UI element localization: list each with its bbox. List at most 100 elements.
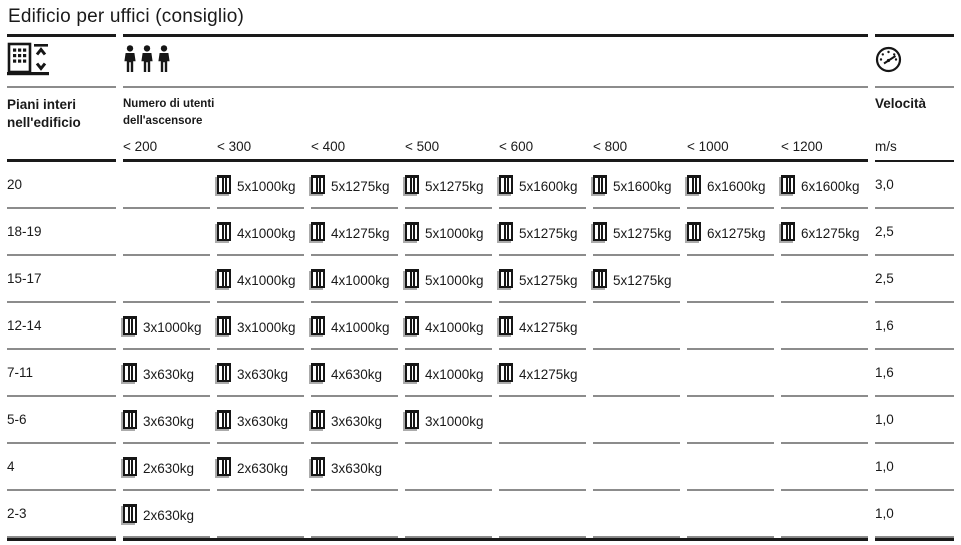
lift-config-label: 5x1275kg (519, 226, 578, 242)
elevator-icon (311, 222, 325, 242)
lift-config-cell (687, 397, 774, 445)
user-range-header: < 400 (311, 139, 346, 155)
elevator-icon (405, 222, 419, 242)
lift-config-label: 5x1000kg (425, 273, 484, 289)
elevator-icon (217, 316, 231, 336)
lift-config-cell: 4x1000kg (311, 256, 398, 304)
speed-value-cell: 1,0 (875, 491, 954, 539)
floors-range-cell: 18-19 (7, 209, 116, 257)
lift-config-cell: 5x1600kg (593, 162, 680, 210)
lift-config-label: 6x1275kg (801, 226, 860, 242)
lift-config-cell (781, 256, 868, 304)
floors-subheader-empty (7, 132, 116, 159)
lift-config-cell (687, 350, 774, 398)
lift-config-cell (593, 303, 680, 351)
lift-config-cell: 4x1000kg (217, 256, 304, 304)
speed-unit-header: m/s (875, 139, 897, 155)
elevator-icon (405, 410, 419, 430)
lift-config-label: 3x630kg (331, 414, 383, 430)
lift-config-label: 5x1600kg (519, 179, 578, 195)
users-column-header: Numero di utenti dell'ascensore (123, 98, 215, 127)
lift-config-label: 4x630kg (331, 367, 383, 383)
page-title: Edificio per uffici (consiglio) (8, 6, 245, 27)
lift-config-label: 4x1275kg (519, 320, 578, 336)
lift-config-cell (781, 303, 868, 351)
lift-config-cell: 6x1275kg (781, 209, 868, 257)
user-range-header: < 200 (123, 139, 158, 155)
lift-config-cell (687, 303, 774, 351)
elevator-icon (781, 222, 795, 242)
lift-config-cell (687, 256, 774, 304)
floors-range-cell: 4 (7, 444, 116, 492)
lift-config-label: 3x1000kg (143, 320, 202, 336)
lift-config-cell (499, 444, 586, 492)
elevator-icon (311, 363, 325, 383)
header-rule-row (7, 159, 954, 163)
elevator-icon (311, 457, 325, 477)
lift-config-cell (123, 209, 210, 257)
elevator-icon (217, 222, 231, 242)
elevator-icon (593, 175, 607, 195)
lift-config-cell (593, 491, 680, 539)
floors-range-cell: 2-3 (7, 491, 116, 539)
lift-config-label: 3x630kg (331, 461, 383, 477)
lift-config-cell: 5x1275kg (499, 256, 586, 304)
lift-config-label: 3x630kg (143, 414, 195, 430)
lift-config-label: 4x1000kg (425, 367, 484, 383)
elevator-icon (499, 175, 513, 195)
lift-config-cell (217, 491, 304, 539)
elevator-icon (123, 363, 137, 383)
lift-config-cell: 4x1275kg (499, 303, 586, 351)
user-range-header: < 1200 (781, 139, 823, 155)
lift-config-cell: 3x1000kg (217, 303, 304, 351)
elevator-icon (593, 269, 607, 289)
elevator-icon (217, 457, 231, 477)
lift-config-label: 3x1000kg (237, 320, 296, 336)
elevator-icon (593, 222, 607, 242)
elevator-icon (499, 316, 513, 336)
speed-value-cell: 1,6 (875, 303, 954, 351)
lift-config-label: 2x630kg (143, 461, 195, 477)
lift-config-cell: 5x1275kg (593, 209, 680, 257)
floors-range-cell: 5-6 (7, 397, 116, 445)
lift-config-cell: 5x1275kg (311, 162, 398, 210)
lift-config-cell: 5x1600kg (499, 162, 586, 210)
lift-config-cell (687, 444, 774, 492)
floors-range-cell: 15-17 (7, 256, 116, 304)
lift-config-cell: 3x630kg (311, 444, 398, 492)
speed-value-cell: 2,5 (875, 256, 954, 304)
elevator-icon (499, 363, 513, 383)
lift-config-cell: 6x1600kg (781, 162, 868, 210)
lift-config-label: 5x1275kg (519, 273, 578, 289)
elevator-recommendation-table: Piani interi nell'edificio Numero di ute… (0, 34, 961, 542)
table-row: 4 2x630kg 2x630kg 3x630kg 1,0 (7, 444, 954, 492)
lift-config-cell: 2x630kg (123, 444, 210, 492)
speed-value-cell: 1,0 (875, 397, 954, 445)
lift-config-cell (123, 162, 210, 210)
elevator-icon (123, 504, 137, 524)
lift-config-cell: 3x1000kg (123, 303, 210, 351)
lift-config-cell: 4x1275kg (311, 209, 398, 257)
elevator-icon (499, 269, 513, 289)
lift-config-cell: 4x1000kg (405, 350, 492, 398)
lift-config-label: 4x1275kg (331, 226, 390, 242)
lift-config-cell: 4x1000kg (311, 303, 398, 351)
building-floors-icon (7, 42, 49, 80)
lift-config-label: 5x1000kg (237, 179, 296, 195)
floors-range-cell: 7-11 (7, 350, 116, 398)
floors-range-cell: 20 (7, 162, 116, 210)
user-range-header: < 500 (405, 139, 440, 155)
bottom-rule-row (7, 538, 954, 542)
lift-config-cell: 2x630kg (123, 491, 210, 539)
elevator-icon (311, 269, 325, 289)
user-range-header: < 600 (499, 139, 534, 155)
lift-config-cell (781, 397, 868, 445)
lift-config-cell (311, 491, 398, 539)
lift-config-label: 5x1000kg (425, 226, 484, 242)
elevator-icon (405, 363, 419, 383)
elevator-icon (311, 410, 325, 430)
lift-config-cell: 5x1000kg (405, 209, 492, 257)
lift-config-label: 5x1275kg (613, 273, 672, 289)
elevator-icon (311, 175, 325, 195)
table-row: 20 5x1000kg 5x1275kg 5x1275kg 5x1600kg 5… (7, 162, 954, 210)
